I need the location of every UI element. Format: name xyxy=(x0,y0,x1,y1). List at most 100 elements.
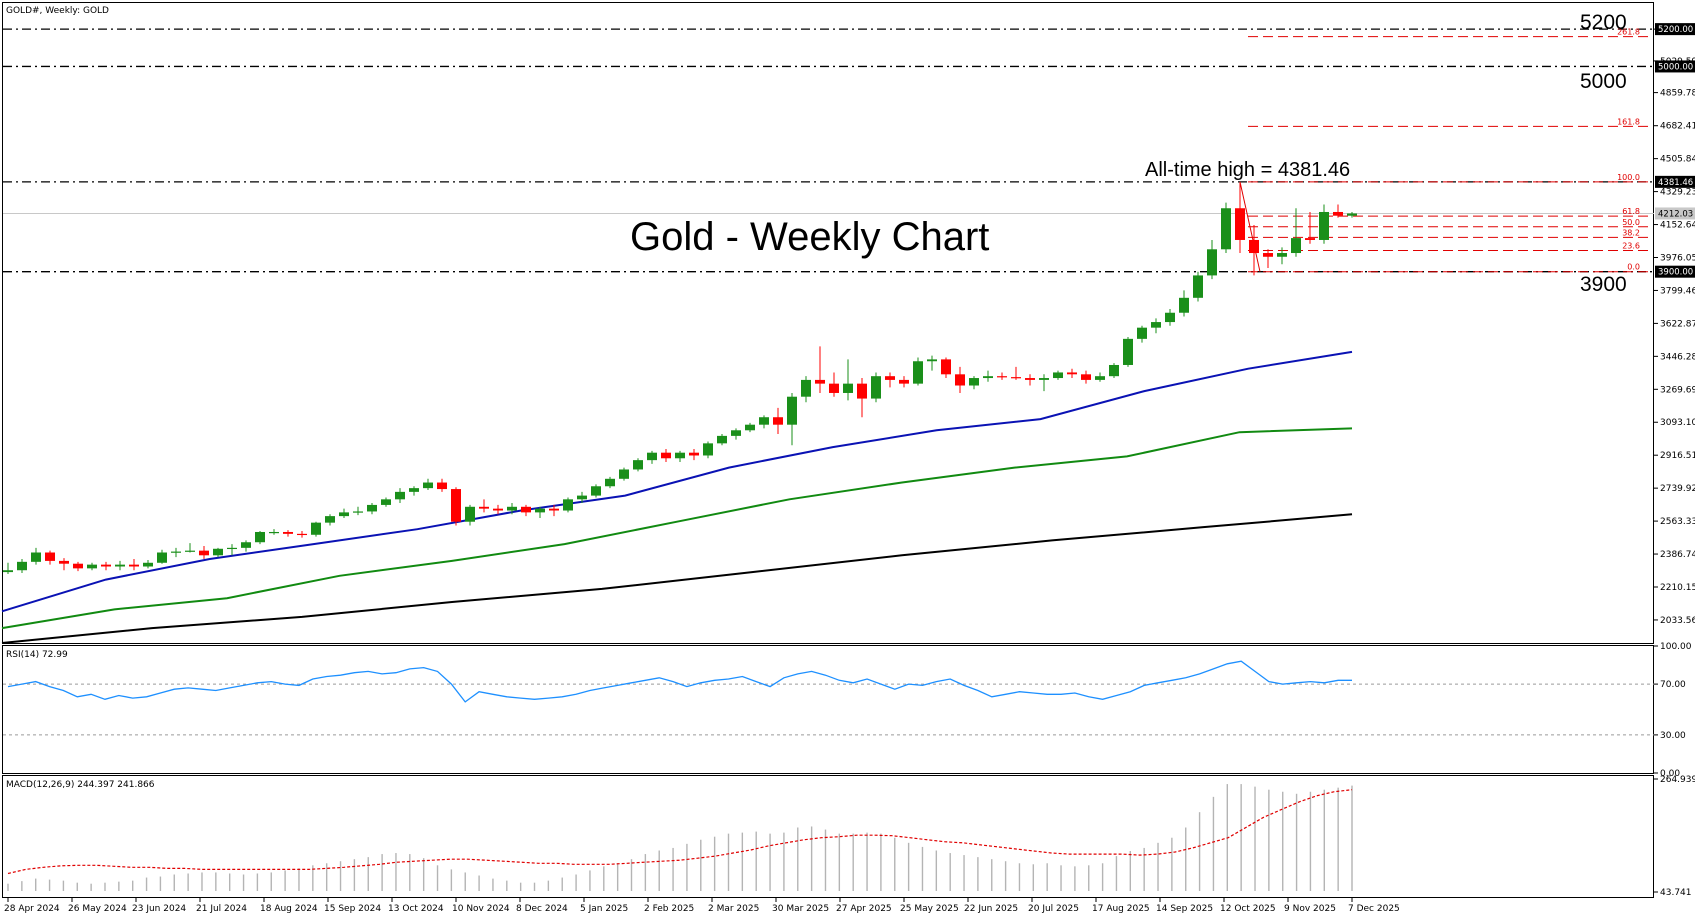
candle-body xyxy=(521,506,531,513)
x-tick-label: 8 Dec 2024 xyxy=(516,904,568,914)
candle-body xyxy=(241,542,251,548)
candle-body xyxy=(591,486,601,496)
macd-signal-line xyxy=(7,789,1353,875)
candle-body xyxy=(507,506,517,511)
candle-body xyxy=(1067,372,1077,375)
candle-body xyxy=(955,374,965,386)
rsi-label: RSI(14) 72.99 xyxy=(6,650,68,660)
x-tick-label: 25 May 2025 xyxy=(900,904,959,914)
candle-body xyxy=(437,482,447,490)
price-tag-label: 5000.00 xyxy=(1658,62,1693,72)
candle-body xyxy=(1347,213,1357,216)
price-tick-label: 3976.05 xyxy=(1660,253,1695,263)
macd-tick-label: 264.939 xyxy=(1660,775,1695,785)
candle-body xyxy=(647,452,657,461)
candle-body xyxy=(45,552,55,561)
fib-level-label: 50.0 xyxy=(1622,218,1640,227)
candle-body xyxy=(577,495,587,500)
candle-body xyxy=(3,570,13,573)
x-tick-label: 15 Sep 2024 xyxy=(324,904,381,914)
candle-body xyxy=(997,376,1007,378)
candle-body xyxy=(17,561,27,571)
candle-body xyxy=(213,548,223,556)
x-tick-label: 17 Aug 2025 xyxy=(1092,904,1150,914)
candle-body xyxy=(717,435,727,444)
fib-level-label: 23.6 xyxy=(1622,241,1640,250)
x-tick-label: 18 Aug 2024 xyxy=(260,904,318,914)
candle-body xyxy=(857,383,867,399)
candle-body xyxy=(1277,253,1287,257)
candle-body xyxy=(773,417,783,425)
candle-body xyxy=(633,460,643,470)
rsi-tick-label: 30.00 xyxy=(1660,731,1686,741)
candle-body xyxy=(31,552,41,562)
candle-body xyxy=(1193,275,1203,298)
price-tick-label: 3622.87 xyxy=(1660,319,1695,329)
x-tick-label: 7 Dec 2025 xyxy=(1348,904,1400,914)
candle-body xyxy=(885,376,895,380)
price-tick-label: 2563.33 xyxy=(1660,517,1695,527)
x-tick-label: 26 May 2024 xyxy=(68,904,127,914)
x-tick-label: 10 Nov 2024 xyxy=(452,904,510,914)
x-tick-label: 13 Oct 2024 xyxy=(388,904,444,914)
candle-body xyxy=(759,417,769,425)
candle-body xyxy=(913,361,923,384)
x-tick-label: 2 Mar 2025 xyxy=(708,904,759,914)
candle-body xyxy=(269,531,279,534)
price-tag-box xyxy=(1655,207,1695,220)
candle-body xyxy=(325,516,335,523)
candle-body xyxy=(395,491,405,500)
fib-level-label: 61.8 xyxy=(1622,207,1640,216)
candle-body xyxy=(675,452,685,459)
level-5000-label: 5000 xyxy=(1580,70,1627,93)
candle-body xyxy=(801,379,811,397)
candle-body xyxy=(1109,364,1119,377)
rsi-tick-label: 70.00 xyxy=(1660,680,1686,690)
fib-level-label: 0.0 xyxy=(1627,263,1640,272)
price-tick-label: 4859.78 xyxy=(1660,89,1695,99)
candle-body xyxy=(1011,377,1021,379)
axis-layer: 5200.005029.594859.784682.414505.844329.… xyxy=(4,23,1695,914)
x-tick-label: 14 Sep 2025 xyxy=(1156,904,1213,914)
macd-pane xyxy=(2,775,1654,898)
candle-body xyxy=(899,379,909,384)
x-tick-label: 20 Jul 2025 xyxy=(1028,904,1079,914)
candle-body xyxy=(1151,322,1161,328)
candle-body xyxy=(157,552,167,563)
rsi-pane xyxy=(2,645,1654,774)
chart-title: Gold - Weekly Chart xyxy=(630,215,989,259)
fib-level-label: 38.2 xyxy=(1622,228,1640,237)
candle-body xyxy=(1137,327,1147,339)
candle-body xyxy=(143,562,153,567)
rsi-line xyxy=(7,660,1352,703)
x-tick-label: 30 Mar 2025 xyxy=(772,904,829,914)
level-5200-label: 5200 xyxy=(1580,11,1627,34)
candle-body xyxy=(815,379,825,384)
x-tick-label: 28 Apr 2024 xyxy=(4,904,60,914)
candle-body xyxy=(1291,238,1301,254)
candle-body xyxy=(661,452,671,459)
candle-body xyxy=(731,430,741,436)
candle-body xyxy=(605,478,615,487)
price-tag-box xyxy=(1655,265,1695,278)
candle-body xyxy=(1207,249,1217,276)
price-tag-box xyxy=(1655,175,1695,188)
candle-body xyxy=(829,383,839,393)
candle-body xyxy=(311,522,321,535)
price-tag-label: 4381.46 xyxy=(1658,178,1693,188)
candle-body xyxy=(1263,253,1273,257)
candle-body xyxy=(1039,378,1049,380)
ma-fast-line xyxy=(1,350,1353,613)
fib-level-label: 261.8 xyxy=(1617,28,1640,37)
macd-tick-label: 43.741 xyxy=(1660,888,1692,898)
price-layer: 0.0 23.6 38.250.0 61.8 100.0 161.8 261.8 xyxy=(1,28,1654,644)
price-tick-label: 2210.15 xyxy=(1660,583,1695,593)
candle-body xyxy=(339,512,349,517)
candle-body xyxy=(927,359,937,362)
candle-body xyxy=(185,550,195,552)
candle-body xyxy=(843,383,853,393)
macd-label: MACD(12,26,9) 244.397 241.866 xyxy=(6,780,155,790)
x-tick-label: 2 Feb 2025 xyxy=(644,904,694,914)
candle-body xyxy=(409,488,419,492)
